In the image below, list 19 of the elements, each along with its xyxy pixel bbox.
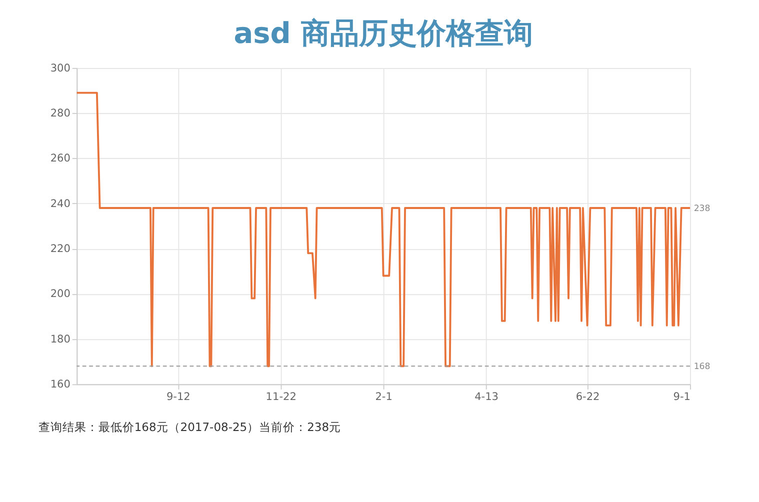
y-tick-label: 220 xyxy=(50,243,70,256)
x-tick-label: 9-12 xyxy=(166,391,190,403)
ref-line-label: 168 xyxy=(694,362,710,372)
y-tick-label: 280 xyxy=(50,107,70,120)
y-tick-label: 260 xyxy=(50,152,70,165)
y-tick-label: 180 xyxy=(50,333,70,346)
x-tick-label: 2-1 xyxy=(375,391,392,403)
annotation: 238 xyxy=(694,204,710,214)
text: 查询结果：最低价168元（2017-08-25）当前价：238元 xyxy=(38,420,342,434)
y-tick-label: 240 xyxy=(50,198,70,210)
x-tick-label: 4-13 xyxy=(474,391,498,403)
x-tick-label: 9-1 xyxy=(673,391,690,403)
y-tick-label: 160 xyxy=(50,378,70,391)
x-tick-label: 11-22 xyxy=(266,391,296,403)
y-tick-label: 200 xyxy=(50,288,70,300)
y-tick-label: 300 xyxy=(50,62,70,74)
x-tick-label: 6-22 xyxy=(576,391,600,403)
chart-title: asd 商品历史价格查询 xyxy=(234,16,533,50)
line-series xyxy=(76,92,690,368)
